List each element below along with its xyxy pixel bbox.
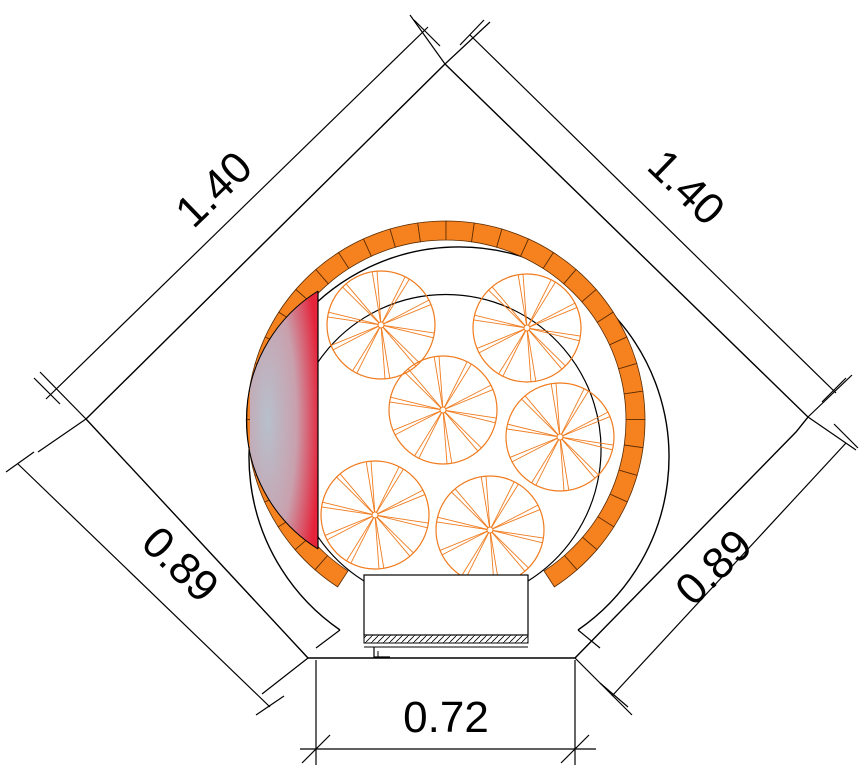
dimension-label-upper-right: 1.40 [638, 140, 734, 235]
dimension-label-lower-right: 0.89 [666, 520, 762, 615]
brick-segment [417, 220, 447, 243]
brick-segment [623, 419, 646, 449]
brick-segment [618, 362, 644, 395]
dimension-label-bottom: 0.72 [403, 693, 489, 742]
brick-segment [445, 220, 475, 243]
stone [435, 475, 545, 585]
dimension-label-lower-left: 0.89 [132, 517, 228, 612]
brick-segment [543, 554, 578, 588]
stone [472, 273, 582, 383]
stone [320, 460, 430, 570]
stone [388, 355, 498, 465]
dimension-label-upper-left: 1.40 [166, 142, 262, 237]
stone [326, 270, 436, 380]
heater-stones [320, 270, 615, 585]
dimension-lines [5, 14, 859, 765]
brick-segment [623, 390, 646, 420]
sauna-inner-wall [290, 293, 602, 582]
door-handle-icon [373, 647, 390, 658]
door [363, 574, 529, 658]
brick-segment [389, 222, 421, 248]
stone [505, 382, 615, 492]
sauna-outer-wall [248, 246, 670, 631]
